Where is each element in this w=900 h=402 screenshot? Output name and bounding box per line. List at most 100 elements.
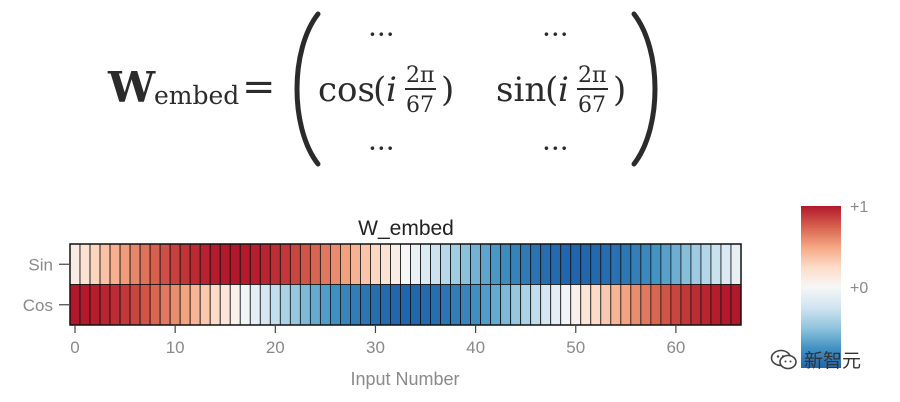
heatmap-cell-sin-19 bbox=[259, 243, 271, 285]
row-label-cos: Cos bbox=[23, 296, 53, 315]
x-tick-label-20: 20 bbox=[266, 338, 285, 357]
heatmap-cell-sin-48 bbox=[550, 243, 562, 285]
heatmap-cell-cos-49 bbox=[560, 284, 572, 326]
heatmap-cell-cos-50 bbox=[570, 284, 582, 326]
heatmap-cell-cos-15 bbox=[219, 284, 231, 326]
heatmap-cell-sin-41 bbox=[480, 243, 492, 285]
heatmap-cell-cos-31 bbox=[380, 284, 391, 326]
heatmap-cell-sin-45 bbox=[520, 243, 532, 285]
heatmap-cell-sin-42 bbox=[490, 243, 502, 285]
heatmap-cell-cos-16 bbox=[229, 284, 241, 326]
heatmap-cell-sin-43 bbox=[500, 243, 512, 285]
heatmap-cell-cos-45 bbox=[520, 284, 532, 326]
formula-sin-var: i bbox=[558, 70, 569, 110]
formula-lhs-subscript: embed bbox=[154, 81, 239, 110]
x-tick-label-0: 0 bbox=[70, 338, 79, 357]
heatmap-cell-cos-57 bbox=[640, 284, 652, 326]
watermark-text: 新智元 bbox=[804, 350, 862, 372]
heatmap-cell-cos-65 bbox=[720, 284, 732, 326]
formula-sin-frac-den: 67 bbox=[578, 93, 606, 118]
heatmap-cell-cos-2 bbox=[89, 284, 101, 326]
row-labels: Sin Cos bbox=[23, 255, 69, 315]
heatmap-cell-cos-0 bbox=[69, 284, 81, 326]
heatmap-cell-cos-59 bbox=[660, 284, 672, 326]
heatmap-cell-sin-37 bbox=[440, 243, 451, 285]
colorbar bbox=[801, 206, 841, 368]
heatmap-cell-sin-33 bbox=[400, 243, 411, 285]
heatmap-cell-cos-58 bbox=[650, 284, 662, 326]
heatmap-cell-sin-40 bbox=[470, 243, 482, 285]
heatmap-cell-sin-49 bbox=[560, 243, 572, 285]
heatmap-cell-cos-5 bbox=[119, 284, 131, 326]
heatmap-cell-cos-64 bbox=[710, 284, 722, 326]
row-label-sin: Sin bbox=[28, 255, 53, 274]
heatmap-cell-sin-36 bbox=[430, 243, 441, 285]
heatmap-cell-sin-66 bbox=[730, 243, 742, 285]
heatmap-cell-cos-1 bbox=[79, 284, 91, 326]
heatmap-cell-cos-22 bbox=[289, 284, 301, 326]
heatmap-cell-sin-12 bbox=[189, 243, 201, 285]
heatmap-cell-cos-44 bbox=[510, 284, 522, 326]
heatmap-cell-cos-9 bbox=[159, 284, 171, 326]
heatmap-cell-cos-43 bbox=[500, 284, 512, 326]
formula-sin-open: ( bbox=[545, 70, 558, 110]
colorbar-tick-label-1: +0 bbox=[850, 280, 868, 297]
heatmap-cell-sin-62 bbox=[690, 243, 702, 285]
heatmap-cell-sin-3 bbox=[99, 243, 111, 285]
heatmap-cell-cos-26 bbox=[329, 284, 341, 326]
heatmap-cell-sin-61 bbox=[680, 243, 692, 285]
heatmap-cell-sin-9 bbox=[159, 243, 171, 285]
heatmap-cell-sin-11 bbox=[179, 243, 191, 285]
heatmap-cell-sin-18 bbox=[249, 243, 261, 285]
heatmap-cell-sin-35 bbox=[420, 243, 431, 285]
heatmap-cell-sin-2 bbox=[89, 243, 101, 285]
heatmap-cell-cos-52 bbox=[590, 284, 602, 326]
heatmap-cell-sin-39 bbox=[460, 243, 471, 285]
heatmap-cell-cos-46 bbox=[530, 284, 542, 326]
x-tick-label-50: 50 bbox=[566, 338, 585, 357]
heatmap-cell-cos-60 bbox=[670, 284, 682, 326]
heatmap-cell-cos-48 bbox=[550, 284, 562, 326]
x-axis-ticks: 0 10 20 30 40 50 60 bbox=[70, 325, 685, 357]
heatmap-cell-cos-37 bbox=[440, 284, 451, 326]
heatmap-cell-cos-62 bbox=[690, 284, 702, 326]
heatmap-cell-sin-8 bbox=[149, 243, 161, 285]
heatmap-cell-cos-39 bbox=[460, 284, 471, 326]
x-axis-label: Input Number bbox=[350, 369, 459, 389]
formula-left-paren bbox=[294, 11, 321, 167]
colorbar-ticks: +1 +0 bbox=[850, 199, 868, 297]
heatmap-cell-sin-26 bbox=[329, 243, 341, 285]
formula-dots-top-right: ··· bbox=[542, 18, 569, 51]
watermark: 新智元 bbox=[770, 346, 861, 373]
heatmap-cell-cos-14 bbox=[209, 284, 221, 326]
formula-cos-var: i bbox=[386, 70, 397, 110]
heatmap-cell-sin-4 bbox=[109, 243, 121, 285]
heatmap-cell-sin-55 bbox=[620, 243, 632, 285]
heatmap-cell-cos-12 bbox=[189, 284, 201, 326]
formula-sin-frac-num: 2π bbox=[578, 63, 606, 88]
heatmap-cell-cos-55 bbox=[620, 284, 632, 326]
formula-sin-fn: sin bbox=[496, 70, 546, 110]
heatmap-cell-cos-23 bbox=[299, 284, 311, 326]
heatmap-cell-sin-16 bbox=[229, 243, 241, 285]
heatmap-cell-sin-63 bbox=[700, 243, 712, 285]
heatmap-cell-sin-15 bbox=[219, 243, 231, 285]
formula-lhs-symbol: W bbox=[107, 63, 156, 112]
heatmap-cell-sin-64 bbox=[710, 243, 722, 285]
heatmap-cell-cos-18 bbox=[249, 284, 261, 326]
formula-cos-frac-den: 67 bbox=[406, 93, 434, 118]
heatmap-cell-sin-13 bbox=[199, 243, 211, 285]
formula-right-paren bbox=[631, 11, 658, 167]
heatmap-cell-cos-61 bbox=[680, 284, 692, 326]
heatmap-cell-sin-31 bbox=[380, 243, 391, 285]
heatmap-cell-cos-51 bbox=[580, 284, 592, 326]
heatmap-cell-sin-52 bbox=[590, 243, 602, 285]
heatmap-cell-sin-22 bbox=[289, 243, 301, 285]
formula-cos-frac-num: 2π bbox=[406, 63, 434, 88]
heatmap-cell-cos-63 bbox=[700, 284, 712, 326]
formula-cos-open: ( bbox=[373, 70, 386, 110]
heatmap-cell-sin-44 bbox=[510, 243, 522, 285]
chart-title: W_embed bbox=[358, 217, 454, 240]
heatmap-cell-sin-21 bbox=[279, 243, 291, 285]
